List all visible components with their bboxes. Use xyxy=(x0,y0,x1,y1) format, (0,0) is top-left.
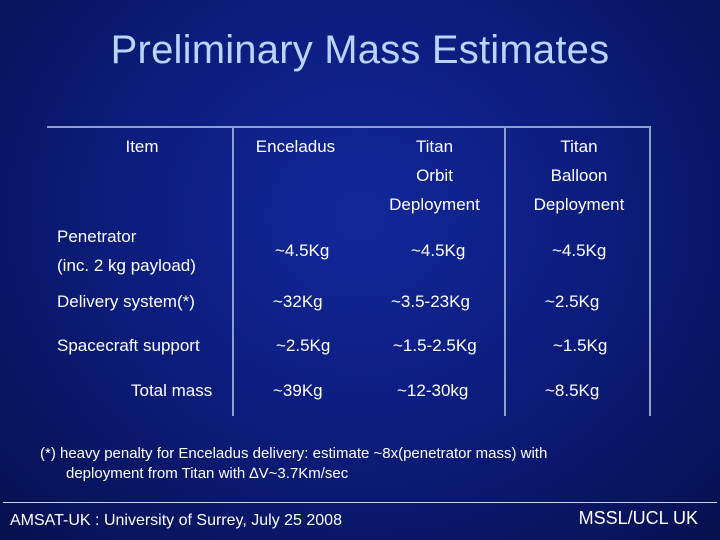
header-titan-balloon-line1: Titan xyxy=(560,137,598,156)
mass-estimates-table: Item Enceladus Titan Orbit Deployment Ti… xyxy=(47,126,651,416)
header-titan-balloon-line2: Balloon xyxy=(550,166,608,185)
header-titan-balloon: Titan Balloon Deployment xyxy=(509,132,649,219)
table-divider-middle xyxy=(504,126,506,416)
table-divider-left xyxy=(232,126,234,416)
row-penetrator-titan-balloon: ~4.5Kg xyxy=(552,241,607,260)
footer-divider xyxy=(3,502,717,503)
header-titan-orbit: Titan Orbit Deployment xyxy=(362,132,507,219)
table-divider-right xyxy=(649,126,651,416)
header-titan-orbit-line1: Titan xyxy=(415,137,454,156)
row-delivery-titan-orbit: ~3.5-23Kg xyxy=(391,292,470,311)
row-spacecraft-enceladus: ~2.5Kg xyxy=(276,336,331,355)
row-total-titan-orbit: ~12-30kg xyxy=(397,381,469,400)
header-titan-orbit-line3: Deployment xyxy=(389,195,480,214)
row-delivery-titan-balloon: ~2.5Kg xyxy=(545,292,600,311)
row-delivery-item: Delivery system(*) xyxy=(57,292,195,311)
row-total-enceladus: ~39Kg xyxy=(273,381,323,400)
row-spacecraft-item: Spacecraft support xyxy=(57,336,200,355)
header-enceladus: Enceladus xyxy=(255,137,336,156)
row-delivery-enceladus: ~32Kg xyxy=(273,292,323,311)
footnote-line2: deployment from Titan with ∆V~3.7Km/sec xyxy=(66,465,349,482)
footer-affiliation: AMSAT-UK : University of Surrey, July 25… xyxy=(10,512,342,529)
row-spacecraft-titan-balloon: ~1.5Kg xyxy=(553,336,608,355)
row-penetrator-item-line1: Penetrator xyxy=(57,227,137,246)
row-penetrator-enceladus: ~4.5Kg xyxy=(275,241,330,260)
footnote-line1: (*) heavy penalty for Enceladus delivery… xyxy=(40,445,548,462)
slide-title: Preliminary Mass Estimates xyxy=(110,28,610,72)
row-penetrator-titan-orbit: ~4.5Kg xyxy=(411,241,466,260)
table-top-border xyxy=(47,126,650,128)
row-penetrator-item-line2: (inc. 2 kg payload) xyxy=(57,256,196,275)
row-total-titan-balloon: ~8.5Kg xyxy=(545,381,600,400)
header-item: Item xyxy=(125,137,159,156)
row-penetrator-item: Penetrator (inc. 2 kg payload) xyxy=(57,222,196,280)
footer-institution: MSSL/UCL UK xyxy=(578,508,698,528)
header-titan-balloon-line3: Deployment xyxy=(533,195,625,214)
footnote: (*) heavy penalty for Enceladus delivery… xyxy=(40,444,680,484)
row-total-item: Total mass xyxy=(131,381,213,400)
header-titan-orbit-line2: Orbit xyxy=(416,166,453,185)
row-spacecraft-titan-orbit: ~1.5-2.5Kg xyxy=(393,336,477,355)
